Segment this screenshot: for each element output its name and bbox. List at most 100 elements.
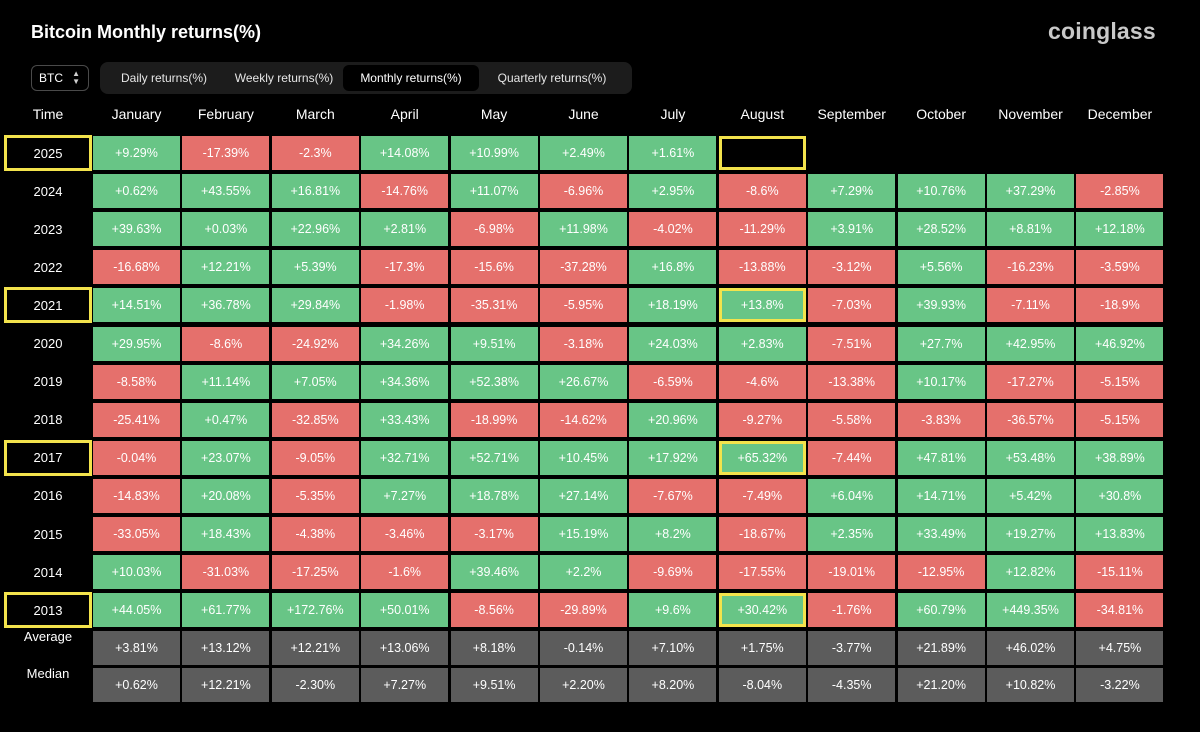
return-cell-2021-july: +18.19% <box>629 288 717 323</box>
return-cell-2025-march: -2.3% <box>271 136 359 170</box>
year-label-2023: 2023 <box>33 221 63 237</box>
return-cell-2017-may: +52.71% <box>450 440 538 475</box>
return-cell-2020-august: +2.83% <box>718 326 806 361</box>
stat-cell-average-september: -3.77% <box>808 631 896 666</box>
return-cell-2019-october: +10.17% <box>897 364 985 399</box>
return-cell-2020-april: +34.26% <box>361 326 449 361</box>
return-cell-2022-april: -17.3% <box>361 250 449 285</box>
year-label-2014: 2014 <box>33 564 63 580</box>
stat-cell-median-september: -4.35% <box>808 668 896 703</box>
return-cell-2017-april: +32.71% <box>361 440 449 475</box>
return-cell-2024-march: +16.81% <box>271 174 359 209</box>
stat-cell-median-february: +12.21% <box>182 668 270 703</box>
return-cell-2017-december: +38.89% <box>1076 440 1164 475</box>
return-period-tabs: Daily returns(%) Weekly returns(%) Month… <box>100 62 632 94</box>
return-cell-2023-june: +11.98% <box>540 212 627 247</box>
year-label-2019: 2019 <box>33 374 63 390</box>
return-cell-2014-may: +39.46% <box>450 555 538 590</box>
year-label-2025: 2025 <box>4 135 92 171</box>
header-month-june: June <box>568 106 599 122</box>
return-cell-2018-august: -9.27% <box>718 402 806 437</box>
return-cell-2024-august: -8.6% <box>718 174 806 209</box>
return-cell-2024-september: +7.29% <box>808 174 896 209</box>
return-cell-2013-february: +61.77% <box>182 593 270 628</box>
return-cell-2017-september: -7.44% <box>808 440 896 475</box>
return-cell-2023-may: -6.98% <box>450 212 538 247</box>
return-cell-2024-june: -6.96% <box>540 174 627 209</box>
stat-cell-average-april: +13.06% <box>361 631 449 666</box>
stat-cell-average-july: +7.10% <box>629 631 717 666</box>
return-cell-2022-january: -16.68% <box>93 250 180 285</box>
return-cell-2023-september: +3.91% <box>808 212 896 247</box>
header-month-april: April <box>390 106 419 122</box>
return-cell-2024-january: +0.62% <box>93 174 180 209</box>
stat-label-median: Median <box>26 665 70 681</box>
return-cell-2021-april: -1.98% <box>361 288 449 323</box>
return-cell-2022-august: -13.88% <box>718 250 806 285</box>
return-cell-2024-april: -14.76% <box>361 174 449 209</box>
return-cell-2018-december: -5.15% <box>1076 402 1164 437</box>
asset-select[interactable]: BTC ▲ ▼ <box>31 65 89 91</box>
tab-monthly-returns[interactable]: Monthly returns(%) <box>343 65 479 91</box>
return-cell-2023-november: +8.81% <box>987 212 1074 247</box>
return-cell-2023-march: +22.96% <box>271 212 359 247</box>
brand-logo: coinglass <box>1048 18 1156 44</box>
return-cell-2023-april: +2.81% <box>361 212 449 247</box>
return-cell-2015-may: -3.17% <box>450 517 538 551</box>
header-month-february: February <box>197 106 254 122</box>
return-cell-2021-may: -35.31% <box>450 288 538 323</box>
return-cell-2022-october: +5.56% <box>897 250 985 285</box>
return-cell-2018-june: -14.62% <box>540 402 627 437</box>
return-cell-2017-november: +53.48% <box>987 440 1074 475</box>
return-cell-2014-march: -17.25% <box>271 555 359 590</box>
header-month-october: October <box>916 106 966 122</box>
return-cell-2024-february: +43.55% <box>182 174 270 209</box>
return-cell-2022-september: -3.12% <box>808 250 896 285</box>
return-cell-2016-may: +18.78% <box>450 478 538 513</box>
year-label-2016: 2016 <box>33 488 63 504</box>
return-cell-2016-february: +20.08% <box>182 478 270 513</box>
return-cell-2018-april: +33.43% <box>361 402 449 437</box>
stat-cell-median-october: +21.20% <box>897 668 985 703</box>
return-cell-2018-november: -36.57% <box>987 402 1074 437</box>
return-cell-2016-july: -7.67% <box>629 478 717 513</box>
return-cell-2013-august: +30.42% <box>718 593 806 628</box>
return-cell-2014-november: +12.82% <box>987 555 1074 590</box>
return-cell-2021-december: -18.9% <box>1076 288 1164 323</box>
year-label-2020: 2020 <box>33 336 63 351</box>
return-cell-2019-august: -4.6% <box>718 364 806 399</box>
return-cell-2019-december: -5.15% <box>1076 364 1164 399</box>
return-cell-2023-december: +12.18% <box>1076 212 1164 247</box>
return-cell-2024-october: +10.76% <box>897 174 985 209</box>
return-cell-2013-march: +172.76% <box>271 593 359 628</box>
return-cell-2014-february: -31.03% <box>182 555 270 590</box>
return-cell-2020-december: +46.92% <box>1076 326 1164 361</box>
return-cell-2015-april: -3.46% <box>361 517 449 551</box>
stat-cell-median-march: -2.30% <box>271 668 359 703</box>
return-cell-2020-june: -3.18% <box>540 326 627 361</box>
return-cell-2014-july: -9.69% <box>629 555 717 590</box>
tab-daily-returns[interactable]: Daily returns(%) <box>120 71 207 85</box>
tab-weekly-returns[interactable]: Weekly returns(%) <box>234 71 334 85</box>
return-cell-2018-march: -32.85% <box>271 402 359 437</box>
tab-quarterly-returns[interactable]: Quarterly returns(%) <box>497 71 607 85</box>
return-cell-2016-december: +30.8% <box>1076 478 1164 513</box>
return-cell-2024-december: -2.85% <box>1076 174 1164 209</box>
return-cell-2013-december: -34.81% <box>1076 593 1164 628</box>
return-cell-2020-july: +24.03% <box>629 326 717 361</box>
return-cell-2016-march: -5.35% <box>271 478 359 513</box>
return-cell-2020-may: +9.51% <box>450 326 538 361</box>
return-cell-2023-february: +0.03% <box>182 212 270 247</box>
return-cell-2013-june: -29.89% <box>540 593 627 628</box>
stat-cell-average-may: +8.18% <box>450 631 538 666</box>
return-cell-2016-august: -7.49% <box>718 478 806 513</box>
return-cell-2017-october: +47.81% <box>897 440 985 475</box>
return-cell-2015-august: -18.67% <box>718 517 806 551</box>
return-cell-2022-july: +16.8% <box>629 250 717 285</box>
return-cell-2021-february: +36.78% <box>182 288 270 323</box>
return-cell-2018-may: -18.99% <box>450 402 538 437</box>
stat-label-average: Average <box>23 628 73 644</box>
year-label-2022: 2022 <box>33 259 63 275</box>
return-cell-2013-april: +50.01% <box>361 593 449 628</box>
return-cell-2016-november: +5.42% <box>987 478 1074 513</box>
